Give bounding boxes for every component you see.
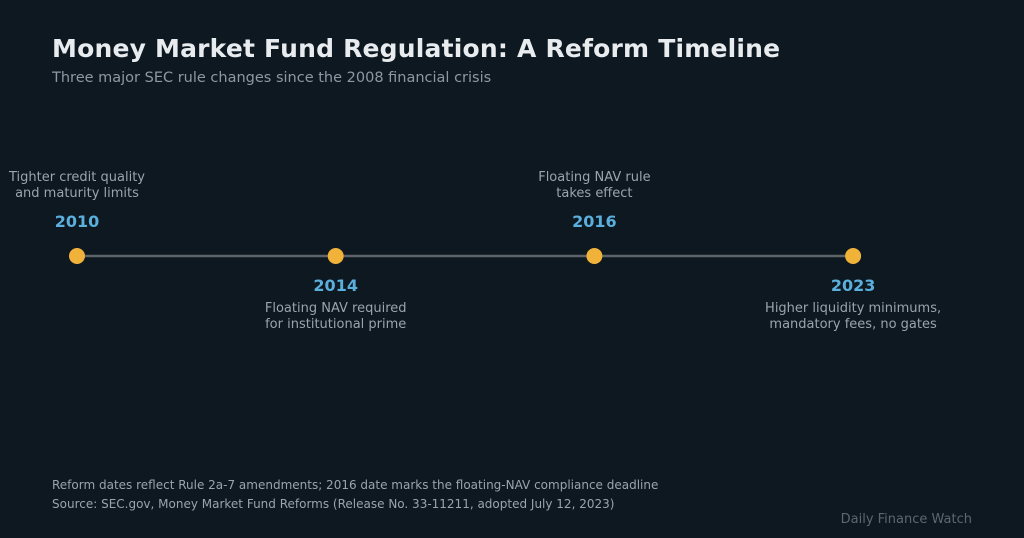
event-description-2023: mandatory fees, no gates: [769, 317, 937, 332]
event-description-2016: takes effect: [556, 186, 632, 201]
event-description-2010: Tighter credit quality: [8, 170, 145, 185]
event-description-2014: Floating NAV required: [265, 301, 407, 316]
event-description-2016: Floating NAV rule: [538, 170, 650, 185]
event-year-2014: 2014: [313, 276, 358, 295]
event-year-2023: 2023: [831, 276, 876, 295]
event-marker-2016: [586, 248, 603, 264]
event-description-2010: and maturity limits: [15, 186, 139, 201]
brand-label: Daily Finance Watch: [840, 512, 972, 527]
footnote: Reform dates reflect Rule 2a-7 amendment…: [52, 478, 659, 492]
event-marker-2014: [327, 248, 344, 264]
event-year-2010: 2010: [55, 212, 100, 231]
event-description-2014: for institutional prime: [265, 317, 406, 332]
event-description-2023: Higher liquidity minimums,: [765, 301, 941, 316]
source-note: Source: SEC.gov, Money Market Fund Refor…: [52, 497, 615, 511]
chart-subtitle: Three major SEC rule changes since the 2…: [52, 70, 492, 86]
chart-title: Money Market Fund Regulation: A Reform T…: [52, 34, 781, 63]
event-year-2016: 2016: [572, 212, 617, 231]
event-marker-2023: [845, 248, 862, 264]
event-marker-2010: [69, 248, 85, 264]
